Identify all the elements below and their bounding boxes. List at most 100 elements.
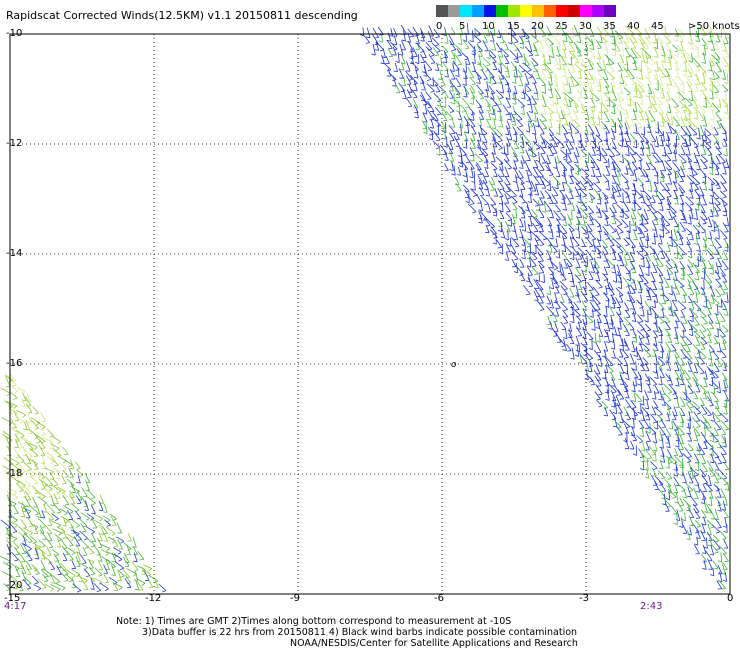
- wind-barb: [605, 201, 608, 212]
- wind-barb: [637, 314, 644, 322]
- wind-barb: [634, 101, 638, 113]
- wind-barb: [675, 285, 681, 295]
- wind-barb: [516, 47, 523, 58]
- wind-barb: [406, 98, 413, 107]
- wind-barb-flag: [659, 265, 664, 267]
- wind-barb: [619, 54, 625, 63]
- wind-barb: [656, 420, 659, 430]
- wind-barb: [641, 146, 645, 156]
- wind-barb-flag: [680, 218, 685, 221]
- wind-barb: [428, 54, 436, 64]
- wind-barb: [686, 236, 691, 245]
- wind-barb-flag: [605, 165, 610, 168]
- wind-barb-flag: [22, 527, 27, 529]
- wind-barb: [495, 89, 504, 98]
- wind-barb-flag: [34, 446, 38, 450]
- wind-barb: [683, 293, 687, 303]
- wind-barb: [623, 66, 630, 77]
- wind-barb-flag: [563, 40, 568, 43]
- wind-barb: [699, 350, 707, 358]
- wind-barb-flag: [655, 131, 660, 134]
- wind-barb-flag: [693, 372, 698, 374]
- wind-barb: [41, 510, 46, 518]
- wind-barb-flag: [436, 50, 441, 53]
- wind-barb: [714, 202, 721, 211]
- wind-barb: [585, 359, 590, 372]
- wind-barb: [651, 195, 656, 203]
- wind-barb-flag: [596, 340, 601, 343]
- wind-barb: [528, 147, 537, 157]
- wind-barb-flag: [625, 272, 631, 275]
- wind-barb: [652, 95, 657, 105]
- wind-barb-flag: [688, 209, 693, 212]
- wind-barb: [644, 373, 650, 381]
- wind-barb: [599, 80, 602, 92]
- wind-barb-flag: [681, 301, 686, 304]
- wind-barb-flag: [672, 287, 677, 289]
- wind-barb: [601, 209, 609, 219]
- wind-barb-flag: [476, 147, 481, 149]
- wind-barb: [633, 230, 638, 240]
- wind-barb: [571, 174, 581, 184]
- wind-barb-flag: [640, 140, 645, 143]
- wind-barb-flag: [652, 397, 657, 400]
- wind-barb-flag: [710, 118, 715, 121]
- wind-barb: [701, 454, 707, 464]
- wind-barb-flag: [535, 125, 540, 128]
- wind-barb-flag: [590, 271, 595, 273]
- wind-barb-flag: [490, 40, 495, 42]
- wind-barb-flag: [527, 238, 532, 241]
- wind-barb-flag: [588, 201, 593, 203]
- wind-barb: [475, 162, 482, 170]
- wind-barb-flag: [640, 419, 645, 422]
- wind-barb: [563, 338, 567, 351]
- wind-barb: [505, 243, 511, 253]
- wind-barb-flag: [41, 467, 46, 470]
- wind-barb-flag: [710, 376, 715, 379]
- wind-barb-flag: [507, 197, 512, 200]
- wind-barb-flag: [570, 85, 575, 88]
- wind-barb-flag: [567, 105, 572, 107]
- wind-barb-flag: [512, 195, 517, 198]
- wind-barb: [724, 129, 728, 141]
- wind-barb-flag: [604, 34, 609, 37]
- wind-barb-flag: [61, 491, 66, 494]
- wind-barb: [495, 235, 497, 245]
- wind-barb-flag: [630, 328, 635, 331]
- wind-barb: [586, 238, 594, 247]
- wind-barb: [711, 187, 715, 197]
- wind-barb-flag: [119, 567, 124, 571]
- wind-barb-flag: [703, 377, 708, 380]
- wind-barb-flag: [666, 111, 671, 114]
- wind-barb-flag: [493, 168, 498, 171]
- wind-barb: [476, 44, 483, 52]
- wind-barb-flag: [619, 160, 624, 164]
- wind-barb: [397, 52, 400, 63]
- wind-barb: [484, 98, 491, 107]
- legend-label-45: 45: [651, 21, 664, 32]
- wind-barb-flag: [486, 211, 491, 213]
- wind-barb-flag: [111, 533, 116, 536]
- wind-barb-flag: [722, 445, 727, 448]
- wind-barb-flag: [619, 294, 624, 297]
- wind-barb-flag: [632, 453, 637, 456]
- wind-barb: [98, 552, 103, 562]
- wind-barb: [702, 139, 712, 148]
- wind-barb-flag: [455, 74, 460, 77]
- wind-barb-flag: [665, 321, 670, 323]
- wind-barb-flag: [724, 560, 729, 563]
- wind-barb: [494, 188, 499, 197]
- wind-barb-flag: [549, 307, 554, 309]
- wind-barb-flag: [714, 96, 719, 99]
- wind-barb-flag: [464, 47, 470, 50]
- wind-barb-flag: [477, 33, 482, 37]
- wind-barb: [607, 233, 615, 240]
- wind-barb: [693, 152, 698, 163]
- wind-barb: [637, 88, 643, 98]
- wind-barb: [654, 475, 664, 485]
- wind-barb: [26, 422, 33, 434]
- wind-barb: [592, 286, 600, 295]
- wind-barb: [586, 255, 589, 267]
- wind-barb: [604, 54, 615, 64]
- wind-barb: [573, 42, 582, 52]
